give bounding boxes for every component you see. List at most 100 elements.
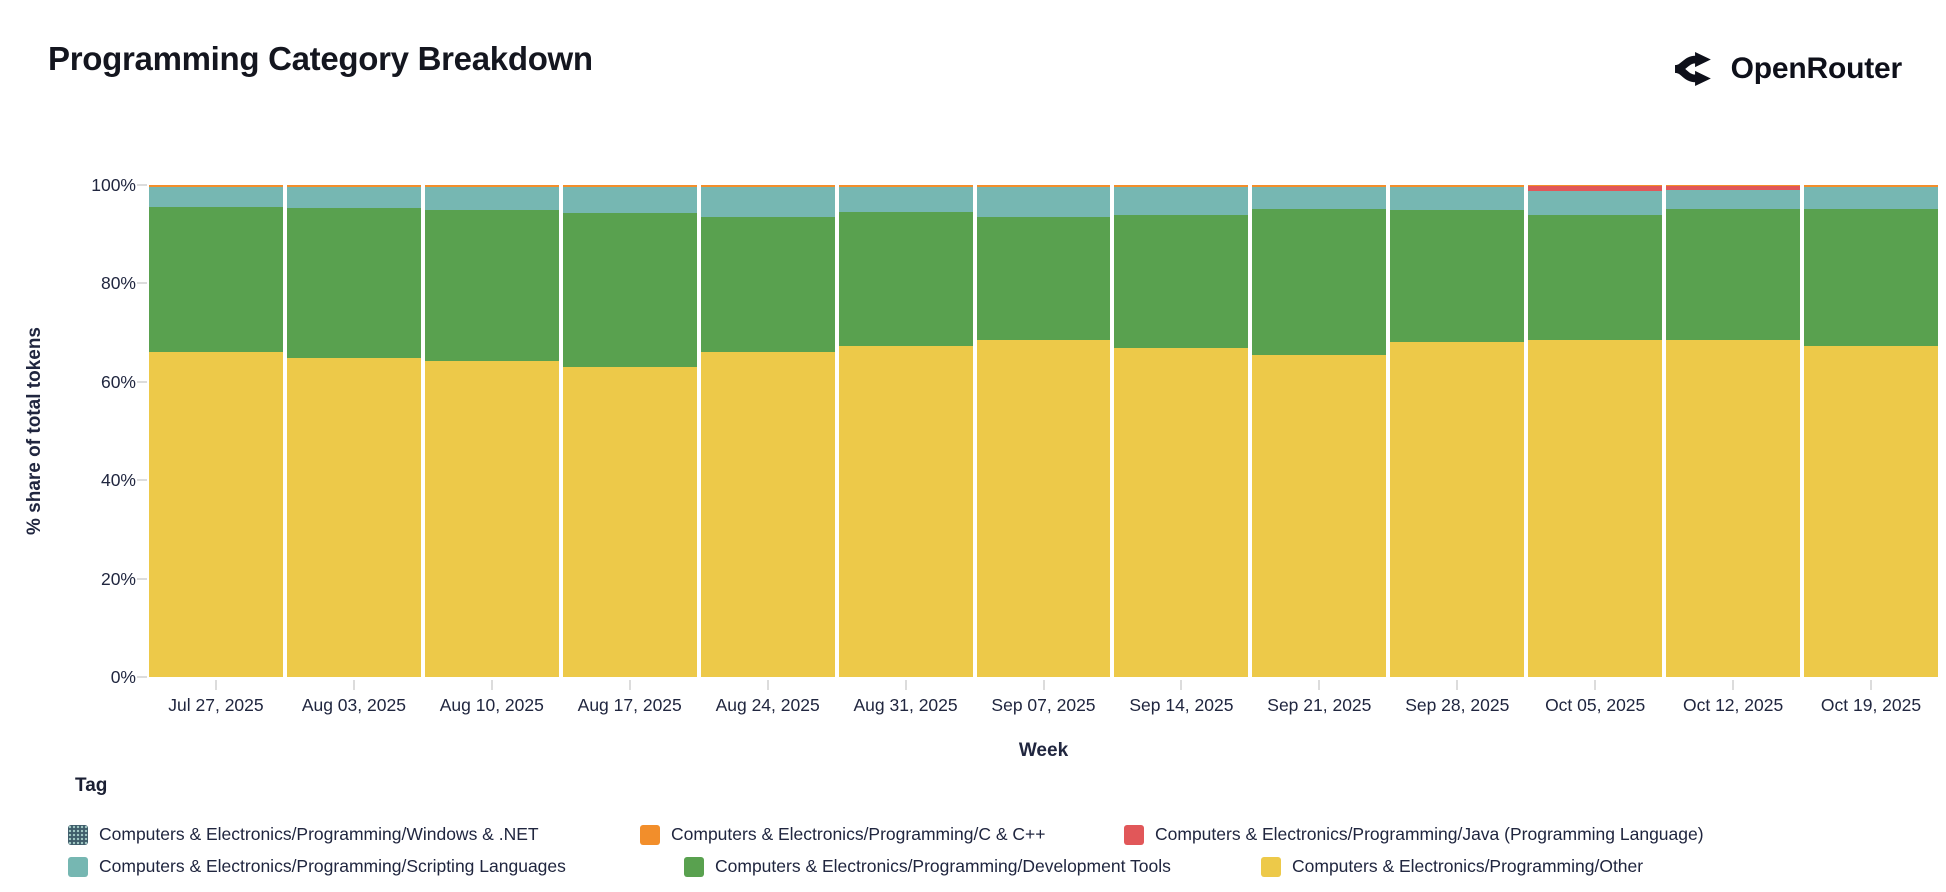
- bar-segment[interactable]: [424, 185, 559, 187]
- bar-segment[interactable]: [1252, 185, 1387, 187]
- bar-oct-12-2025[interactable]: [1666, 185, 1801, 677]
- bar-segment[interactable]: [149, 186, 283, 207]
- bar-segment[interactable]: [1528, 185, 1663, 187]
- bar-segment[interactable]: [1390, 185, 1525, 187]
- bar-segment[interactable]: [562, 186, 697, 214]
- bar-sep-21-2025[interactable]: [1252, 185, 1387, 677]
- bar-segment[interactable]: [1804, 346, 1938, 677]
- x-tick-mark: [1732, 680, 1735, 690]
- y-tick-label: 80%: [100, 273, 136, 294]
- legend-swatch: [68, 856, 88, 877]
- bar-segment[interactable]: [1528, 191, 1663, 216]
- x-tick-mark: [1870, 680, 1873, 690]
- bar-segment[interactable]: [1390, 210, 1525, 343]
- bar-segment[interactable]: [149, 352, 283, 677]
- legend-item[interactable]: Computers & Electronics/Programming/Java…: [1124, 824, 1704, 845]
- bar-segment[interactable]: [976, 339, 1111, 677]
- bar-segment[interactable]: [286, 208, 421, 358]
- x-tick-label: Oct 12, 2025: [1682, 695, 1784, 715]
- bar-segment[interactable]: [1666, 209, 1801, 340]
- bar-aug-31-2025[interactable]: [838, 185, 973, 677]
- bar-segment[interactable]: [1528, 340, 1663, 677]
- bar-segment[interactable]: [1114, 185, 1249, 187]
- bar-sep-28-2025[interactable]: [1390, 185, 1525, 677]
- x-axis-tick-labels: Jul 27, 2025 Aug 03, 2025 Aug 10, 2025 Aug …: [149, 695, 1938, 716]
- bar-segment[interactable]: [424, 209, 559, 361]
- bar-oct-05-2025[interactable]: [1528, 185, 1663, 677]
- bar-segment[interactable]: [1528, 186, 1663, 192]
- bar-segment[interactable]: [1666, 339, 1801, 677]
- bar-segment[interactable]: [286, 357, 421, 677]
- legend-label: Computers & Electronics/Programming/Othe…: [1292, 856, 1644, 876]
- x-tick-mark: [766, 680, 769, 690]
- bar-segment[interactable]: [286, 186, 421, 209]
- x-tick-label: Sep 28, 2025: [1405, 695, 1510, 715]
- bar-segment[interactable]: [1252, 209, 1387, 356]
- bar-segment[interactable]: [562, 185, 697, 187]
- bar-oct-19-2025[interactable]: [1804, 185, 1938, 677]
- bar-segment[interactable]: [1252, 186, 1387, 210]
- legend-item[interactable]: Computers & Electronics/Programming/Othe…: [1261, 856, 1643, 877]
- bar-segment[interactable]: [1114, 214, 1249, 349]
- legend-label: Computers & Electronics/Programming/C & …: [671, 824, 1046, 844]
- bar-segment[interactable]: [976, 186, 1111, 217]
- bar-jul-27-2025[interactable]: [149, 185, 283, 677]
- bar-aug-03-2025[interactable]: [286, 185, 421, 677]
- bar-segment[interactable]: [976, 185, 1111, 187]
- bar-segment[interactable]: [1804, 185, 1938, 187]
- y-tick-mark: [137, 282, 147, 285]
- bar-segment[interactable]: [838, 346, 973, 677]
- x-tick-mark: [1594, 680, 1597, 690]
- x-tick-mark: [352, 680, 355, 690]
- bar-segment[interactable]: [700, 216, 835, 353]
- bar-segment[interactable]: [1390, 186, 1525, 211]
- bar-segment[interactable]: [1804, 209, 1938, 347]
- bar-sep-14-2025[interactable]: [1114, 185, 1249, 677]
- y-tick-label: 0%: [110, 667, 136, 687]
- bar-segment[interactable]: [562, 367, 697, 677]
- legend-item[interactable]: Computers & Electronics/Programming/C & …: [640, 824, 1045, 845]
- x-tick-mark: [1318, 680, 1321, 690]
- legend-swatch: [640, 824, 660, 845]
- x-tick-mark: [1456, 680, 1459, 690]
- legend-item[interactable]: Computers & Electronics/Programming/Scri…: [68, 856, 566, 877]
- bar-segment[interactable]: [286, 185, 421, 187]
- x-tick-label: Aug 17, 2025: [577, 695, 682, 715]
- bar-segment[interactable]: [838, 185, 973, 187]
- bar-aug-24-2025[interactable]: [700, 185, 835, 677]
- bar-segment[interactable]: [1666, 189, 1801, 210]
- legend-item[interactable]: Computers & Electronics/Programming/Wind…: [68, 824, 539, 845]
- bar-segment[interactable]: [700, 185, 835, 187]
- bar-segment[interactable]: [1804, 186, 1938, 210]
- bar-segment[interactable]: [1114, 186, 1249, 215]
- x-tick-mark: [628, 680, 631, 690]
- openrouter-brand[interactable]: OpenRouter: [1671, 48, 1902, 90]
- bar-sep-07-2025[interactable]: [976, 185, 1111, 677]
- x-tick-mark: [490, 680, 493, 690]
- y-tick-mark: [137, 479, 147, 482]
- bar-segment[interactable]: [838, 212, 973, 347]
- bar-segment[interactable]: [1666, 185, 1801, 187]
- legend-swatch: [1261, 856, 1281, 877]
- bar-segment[interactable]: [700, 186, 835, 217]
- bar-segment[interactable]: [424, 360, 559, 677]
- bar-segment[interactable]: [838, 186, 973, 213]
- bar-segment[interactable]: [976, 216, 1111, 340]
- legend-item[interactable]: Computers & Electronics/Programming/Deve…: [684, 856, 1171, 877]
- bar-segment[interactable]: [1528, 215, 1663, 341]
- bar-segment[interactable]: [1390, 342, 1525, 677]
- bar-segment[interactable]: [700, 352, 835, 677]
- bar-segment[interactable]: [1252, 355, 1387, 677]
- bar-segment[interactable]: [424, 186, 559, 210]
- x-tick-mark: [214, 680, 217, 690]
- bar-segment[interactable]: [149, 185, 283, 187]
- bar-segment[interactable]: [562, 213, 697, 368]
- bar-aug-17-2025[interactable]: [562, 185, 697, 677]
- y-tick-mark: [137, 380, 147, 383]
- bar-segment[interactable]: [1666, 186, 1801, 190]
- y-tick-label: 60%: [100, 371, 136, 392]
- bar-segment[interactable]: [1114, 348, 1249, 677]
- bar-aug-10-2025[interactable]: [424, 185, 559, 677]
- bar-segment[interactable]: [149, 206, 283, 353]
